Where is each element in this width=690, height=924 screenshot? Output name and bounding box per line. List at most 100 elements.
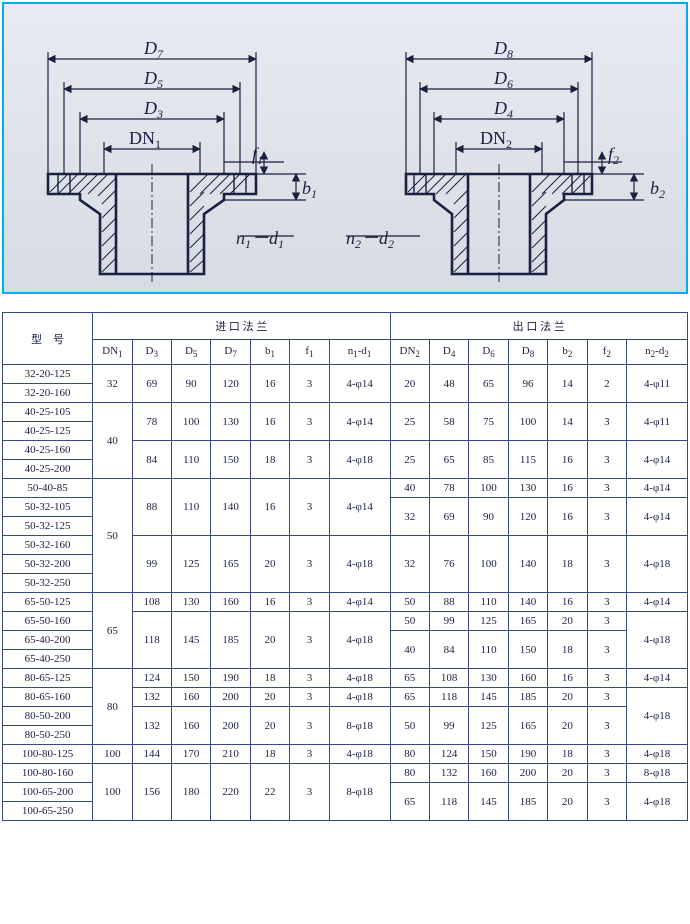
table-cell: 40-25-105 [3,403,93,422]
table-cell: 4-φ18 [329,669,390,688]
table-cell: 8-φ18 [329,764,390,821]
table-cell: 32-20-160 [3,384,93,403]
table-cell: 200 [211,707,250,745]
hdr-DN1: DN1 [93,340,132,365]
table-cell: 4-φ14 [627,593,688,612]
table-cell: 4-φ18 [627,745,688,764]
table-cell: 4-φ14 [627,498,688,536]
table-cell: 16 [548,441,587,479]
table-cell: 145 [469,783,508,821]
table-cell: 3 [587,688,626,707]
table-cell: 78 [132,403,171,441]
table-cell: 18 [250,669,289,688]
svg-text:D5: D5 [143,68,163,91]
table-cell: 14 [548,403,587,441]
table-cell: 4-φ14 [329,365,390,403]
table-cell: 85 [469,441,508,479]
table-cell: 3 [290,764,329,821]
table-cell: 40 [390,631,429,669]
table-cell: 185 [508,783,547,821]
table-cell: 108 [429,669,468,688]
table-cell: 40-25-160 [3,441,93,460]
table-cell: 100 [469,536,508,593]
table-cell: 32 [93,365,132,403]
table-cell: 180 [171,764,210,821]
table-cell: 156 [132,764,171,821]
table-cell: 65 [390,688,429,707]
table-cell: 190 [211,669,250,688]
table-cell: 20 [548,688,587,707]
table-cell: 140 [508,593,547,612]
svg-text:f1: f1 [252,144,263,167]
table-cell: 120 [211,365,250,403]
table-cell: 210 [211,745,250,764]
table-cell: 4-φ14 [329,593,390,612]
table-cell: 100-65-250 [3,802,93,821]
table-cell: 110 [171,479,210,536]
table-cell: 69 [429,498,468,536]
table-cell: 90 [171,365,210,403]
table-cell: 3 [290,403,329,441]
table-cell: 3 [290,688,329,707]
table-cell: 20 [250,707,289,745]
hdr-D7: D7 [211,340,250,365]
table-cell: 75 [469,403,508,441]
table-cell: 76 [429,536,468,593]
table-cell: 40-25-125 [3,422,93,441]
table-cell: 100 [93,764,132,821]
table-cell: 18 [548,631,587,669]
table-cell: 20 [250,612,289,669]
table-cell: 200 [211,688,250,707]
flange-spec-table-wrap: 型 号 进 口 法 兰 出 口 法 兰 DN1 D3 D5 D7 b1 f1 n… [2,312,688,821]
table-cell: 40-25-200 [3,460,93,479]
table-cell: 160 [211,593,250,612]
table-cell: 4-φ18 [329,536,390,593]
table-cell: 3 [587,479,626,498]
table-cell: 4-φ11 [627,365,688,403]
table-cell: 22 [250,764,289,821]
table-cell: 14 [548,365,587,403]
svg-text:b2: b2 [650,178,665,201]
table-cell: 4-φ18 [329,441,390,479]
table-cell: 125 [469,707,508,745]
svg-text:f2: f2 [608,144,619,167]
table-cell: 100 [469,479,508,498]
hdr-inlet: 进 口 法 兰 [93,313,390,340]
table-cell: 118 [132,612,171,669]
table-cell: 220 [211,764,250,821]
table-cell: 3 [587,441,626,479]
table-cell: 16 [548,669,587,688]
table-cell: 32 [390,498,429,536]
table-cell: 120 [508,498,547,536]
flange-diagram-panel: D7 D5 D3 DN1 f1 b1 n1－d1 D8 D6 D4 DN2 f2… [2,2,688,294]
table-cell: 150 [469,745,508,764]
table-cell: 65 [390,669,429,688]
table-row: 32-20-1253269901201634-φ14204865961424-φ… [3,365,688,384]
table-cell: 40 [390,479,429,498]
table-cell: 32 [390,536,429,593]
table-cell: 16 [548,593,587,612]
svg-text:b1: b1 [302,178,317,201]
table-cell: 100 [93,745,132,764]
table-cell: 160 [171,688,210,707]
table-cell: 96 [508,365,547,403]
table-cell: 58 [429,403,468,441]
table-cell: 115 [508,441,547,479]
table-cell: 132 [132,688,171,707]
table-cell: 80 [390,764,429,783]
table-cell: 140 [211,479,250,536]
table-cell: 3 [587,707,626,745]
hdr-f1: f1 [290,340,329,365]
table-row: 100-80-1251001441702101834-φ188012415019… [3,745,688,764]
table-cell: 65-50-125 [3,593,93,612]
table-cell: 3 [587,631,626,669]
table-cell: 4-φ18 [627,536,688,593]
svg-text:n1－d1: n1－d1 [236,228,284,251]
table-cell: 50-32-125 [3,517,93,536]
table-cell: 160 [171,707,210,745]
table-cell: 124 [429,745,468,764]
table-row: 100-80-1601001561802202238-φ188013216020… [3,764,688,783]
flange-spec-table: 型 号 进 口 法 兰 出 口 法 兰 DN1 D3 D5 D7 b1 f1 n… [2,312,688,821]
svg-text:DN1: DN1 [129,128,161,151]
hdr-n2d2: n2-d2 [627,340,688,365]
